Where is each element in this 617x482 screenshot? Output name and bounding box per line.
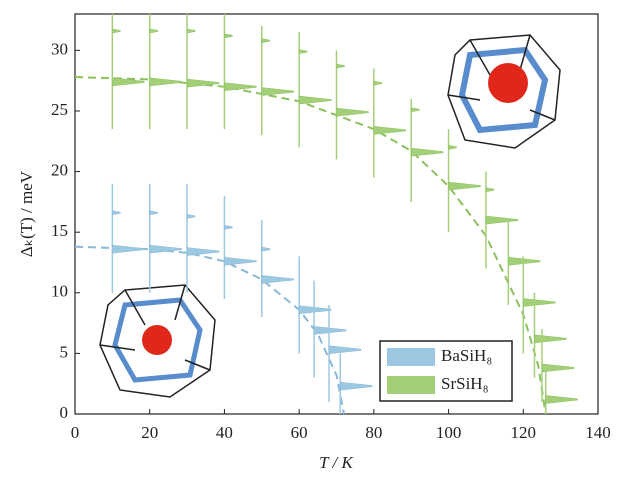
y-tick-label: 15: [51, 221, 68, 240]
gap-histogram: [187, 214, 195, 218]
gap-histogram: [534, 335, 566, 343]
gap-histogram: [224, 225, 232, 229]
gap-histogram: [542, 364, 574, 372]
y-tick-label: 0: [60, 403, 69, 422]
gap-histogram: [523, 298, 555, 306]
gap-histogram: [224, 83, 256, 91]
gap-histogram: [299, 50, 307, 54]
gap-histogram: [262, 39, 270, 43]
gap-histogram: [374, 126, 406, 134]
legend: BaSiH₈ SrSiH₈: [380, 341, 512, 401]
gap-histogram: [374, 81, 382, 85]
gap-histogram: [150, 211, 158, 215]
sr-cage-inset: [448, 35, 560, 148]
gap-histogram: [224, 257, 256, 265]
gap-histogram: [299, 306, 331, 314]
x-tick-label: 140: [585, 423, 611, 442]
y-tick-label: 10: [51, 282, 68, 301]
gap-histogram: [329, 346, 361, 354]
gap-histogram: [150, 78, 182, 86]
gap-histogram: [150, 245, 182, 253]
gap-histogram: [112, 211, 120, 215]
y-tick-label: 30: [51, 39, 68, 58]
x-tick-label: 20: [141, 423, 158, 442]
gap-histogram: [187, 29, 195, 33]
gap-histogram: [262, 275, 294, 283]
x-tick-label: 60: [291, 423, 308, 442]
gap-histogram: [546, 395, 578, 403]
legend-label: SrSiH₈: [441, 374, 489, 393]
gap-histogram: [340, 382, 372, 390]
chart: T / K Δₖ(T) / meV BaSiH₈ SrSiH₈ 0 20 40 60 80…: [0, 0, 617, 477]
x-tick-label: 0: [71, 423, 80, 442]
gap-histogram: [337, 108, 369, 116]
gap-histogram: [112, 245, 144, 253]
gap-histogram: [112, 29, 120, 33]
legend-swatch: [387, 348, 435, 366]
y-axis-label: Δₖ(T) / meV: [17, 170, 36, 257]
gap-histogram: [314, 326, 346, 334]
gap-histogram: [187, 248, 219, 256]
gap-histogram: [337, 64, 345, 68]
gap-histogram: [449, 145, 457, 149]
y-tick-label: 5: [60, 342, 69, 361]
gap-histogram: [411, 108, 419, 112]
gap-histogram: [486, 188, 494, 192]
y-tick-label: 25: [51, 100, 68, 119]
legend-swatch: [387, 376, 435, 394]
gap-histogram: [150, 29, 158, 33]
gap-histogram: [224, 34, 232, 38]
gap-histogram: [187, 79, 219, 87]
gap-histogram: [411, 148, 443, 156]
gap-histogram: [262, 88, 294, 96]
gap-histogram: [449, 182, 481, 190]
x-axis-label: T / K: [319, 453, 354, 472]
ba-cage-inset: [100, 285, 215, 397]
legend-label: BaSiH₈: [441, 346, 492, 365]
x-tick-label: 120: [511, 423, 537, 442]
y-tick-label: 20: [51, 160, 68, 179]
gap-histogram: [508, 257, 540, 265]
x-tick-label: 40: [216, 423, 233, 442]
x-tick-label: 100: [436, 423, 462, 442]
gap-histogram: [299, 96, 331, 104]
gap-histogram: [486, 216, 518, 224]
x-tick-label: 80: [365, 423, 382, 442]
gap-histogram: [262, 247, 270, 251]
